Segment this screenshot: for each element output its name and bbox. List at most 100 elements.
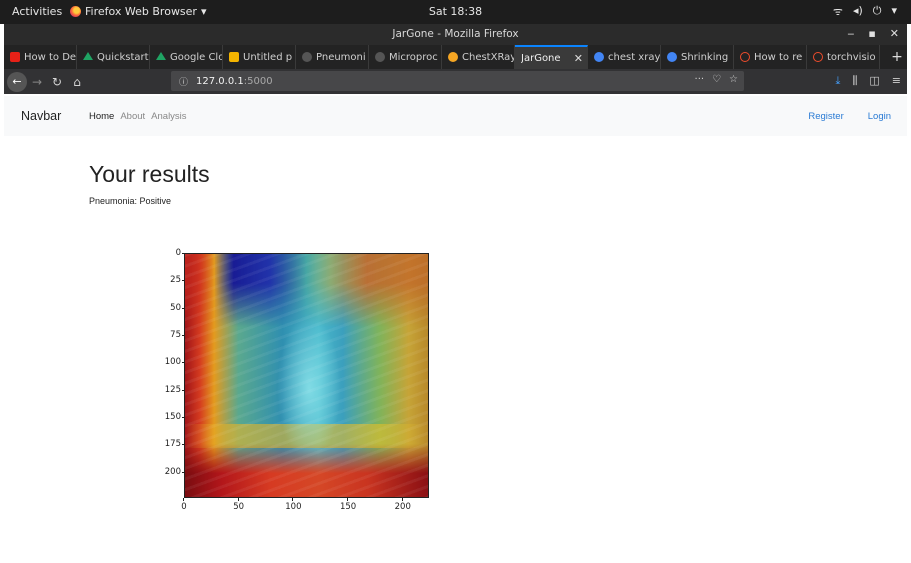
nav-link-about[interactable]: About bbox=[120, 111, 146, 122]
gnome-top-bar: Activities Firefox Web Browser ▾ Sat 18:… bbox=[0, 0, 911, 24]
tab-label: How to De bbox=[24, 51, 76, 63]
google-drive-icon bbox=[83, 52, 93, 60]
result-text: Pneumonia: Positive bbox=[89, 196, 172, 206]
tab[interactable]: Shrinking bbox=[661, 45, 734, 69]
app-menu-label: Firefox Web Browser bbox=[85, 5, 197, 18]
hamburger-menu-icon[interactable]: ≡ bbox=[891, 74, 901, 87]
nav-link-home[interactable]: Home bbox=[89, 111, 115, 122]
home-button[interactable]: ⌂ bbox=[73, 74, 81, 89]
tab[interactable]: Untitled p bbox=[223, 45, 296, 69]
tab-label: Pneumoni bbox=[316, 51, 366, 63]
register-link[interactable]: Register bbox=[808, 111, 844, 122]
heatmap-image bbox=[184, 253, 429, 498]
pocket-icon[interactable]: ♡ bbox=[712, 74, 722, 85]
url-port: :5000 bbox=[243, 75, 273, 87]
app-menu[interactable]: Firefox Web Browser ▾ bbox=[70, 5, 207, 18]
volume-icon: ◂) bbox=[852, 4, 863, 17]
y-tick-label: 175 bbox=[154, 439, 185, 449]
tab-label: JarGone bbox=[521, 52, 561, 64]
sidebar-icon[interactable]: ◫ bbox=[869, 74, 880, 87]
close-tab-icon[interactable]: ✕ bbox=[573, 52, 583, 65]
reload-button[interactable]: ↻ bbox=[51, 74, 63, 89]
nav-link-analysis[interactable]: Analysis bbox=[151, 111, 187, 122]
caret-down-icon: ▾ bbox=[891, 4, 897, 17]
tab-label: Microproc bbox=[389, 51, 438, 63]
x-tick-label: 200 bbox=[388, 498, 418, 512]
page-title: Your results bbox=[89, 161, 210, 187]
download-icon[interactable]: ⤓ bbox=[835, 74, 841, 87]
clock[interactable]: Sat 18:38 bbox=[428, 5, 483, 18]
library-icon[interactable]: ⫼ bbox=[852, 74, 858, 87]
back-button[interactable]: ← bbox=[7, 71, 27, 92]
tab[interactable]: torchvisio bbox=[807, 45, 880, 69]
y-tick-label: 150 bbox=[154, 412, 185, 422]
window-controls: ‒ ▪ ✕ bbox=[847, 27, 899, 40]
tab-label: Untitled p bbox=[243, 51, 293, 63]
x-tick-label: 100 bbox=[278, 498, 308, 512]
xray-texture bbox=[185, 254, 428, 497]
tab[interactable]: Quickstart bbox=[77, 45, 150, 69]
x-tick-label: 50 bbox=[224, 498, 254, 512]
y-tick-label: 75 bbox=[154, 330, 185, 340]
google-icon bbox=[667, 52, 677, 62]
tab[interactable]: How to De bbox=[4, 45, 77, 69]
y-tick-label: 50 bbox=[154, 303, 185, 313]
tab-label: Quickstart bbox=[97, 51, 149, 63]
minimize-button[interactable]: ‒ bbox=[847, 27, 855, 40]
tab-strip: How to De Quickstart Google Clo Untitled… bbox=[4, 45, 907, 69]
tab-label: How to re bbox=[754, 51, 803, 63]
jupyter-icon bbox=[448, 52, 458, 62]
google-drive-icon bbox=[156, 52, 166, 60]
x-tick-label: 150 bbox=[333, 498, 363, 512]
navbar-brand[interactable]: Navbar bbox=[21, 109, 62, 123]
window-title: JarGone - Mozilla Firefox bbox=[392, 28, 519, 40]
y-tick-label: 25 bbox=[154, 275, 185, 285]
activities-button[interactable]: Activities bbox=[12, 5, 63, 18]
tab[interactable]: Microproc bbox=[369, 45, 442, 69]
url-host: 127.0.0.1 bbox=[196, 75, 244, 87]
y-tick-label: 100 bbox=[154, 357, 185, 367]
page-content: Navbar Home About Analysis Register Logi… bbox=[4, 94, 907, 563]
x-tick-label: 0 bbox=[169, 498, 199, 512]
github-icon bbox=[302, 52, 312, 62]
toolbar-right: ⤓ ⫼ ◫ ≡ bbox=[835, 74, 901, 88]
maximize-button[interactable]: ▪ bbox=[868, 27, 876, 40]
url-bar[interactable]: ⓘ 127.0.0.1:5000 ··· ♡ ☆ bbox=[171, 71, 744, 91]
tab-label: Shrinking bbox=[681, 51, 729, 63]
page-actions-icon[interactable]: ··· bbox=[694, 74, 705, 85]
tab[interactable]: ChestXRay bbox=[442, 45, 515, 69]
tab-label: Google Clo bbox=[170, 51, 222, 63]
google-slides-icon bbox=[229, 52, 239, 62]
url-actions: ··· ♡ ☆ bbox=[695, 74, 738, 85]
clock-container: Sat 18:38 bbox=[0, 5, 911, 18]
firefox-icon bbox=[70, 6, 81, 17]
auth-links: Register Login bbox=[808, 111, 891, 122]
tab[interactable]: Pneumoni bbox=[296, 45, 369, 69]
login-link[interactable]: Login bbox=[867, 111, 891, 122]
nav-links: Home About Analysis bbox=[89, 111, 187, 122]
tab-active[interactable]: JarGone ✕ bbox=[515, 45, 588, 69]
tab[interactable]: chest xray bbox=[588, 45, 661, 69]
system-tray[interactable]: ᯤ ◂) ⏻ ▾ bbox=[833, 4, 897, 19]
bookmark-star-icon[interactable]: ☆ bbox=[729, 74, 738, 85]
tab[interactable]: Google Clo bbox=[150, 45, 223, 69]
youtube-icon bbox=[10, 52, 20, 62]
power-icon: ⏻ bbox=[872, 4, 882, 17]
heatmap-bottom bbox=[185, 443, 428, 497]
new-tab-button[interactable]: + bbox=[891, 49, 903, 65]
forward-button[interactable]: → bbox=[31, 74, 43, 89]
wifi-icon: ᯤ bbox=[832, 5, 843, 18]
close-window-button[interactable]: ✕ bbox=[889, 27, 899, 40]
window-titlebar: JarGone - Mozilla Firefox ‒ ▪ ✕ bbox=[4, 24, 907, 45]
info-icon[interactable]: ⓘ bbox=[179, 77, 189, 88]
tab-label: chest xray bbox=[608, 51, 660, 63]
site-navbar: Navbar Home About Analysis Register Logi… bbox=[4, 96, 907, 136]
y-tick-label: 200 bbox=[154, 467, 185, 477]
tab-label: torchvisio bbox=[827, 51, 876, 63]
pytorch-icon bbox=[813, 52, 823, 62]
heatmap-top bbox=[185, 254, 428, 327]
browser-toolbar: ← → ↻ ⌂ ⓘ 127.0.0.1:5000 ··· ♡ ☆ ⤓ ⫼ ◫ ≡ bbox=[4, 69, 907, 94]
tab[interactable]: How to re bbox=[734, 45, 807, 69]
y-tick-label: 0 bbox=[154, 248, 185, 258]
y-tick-label: 125 bbox=[154, 385, 185, 395]
